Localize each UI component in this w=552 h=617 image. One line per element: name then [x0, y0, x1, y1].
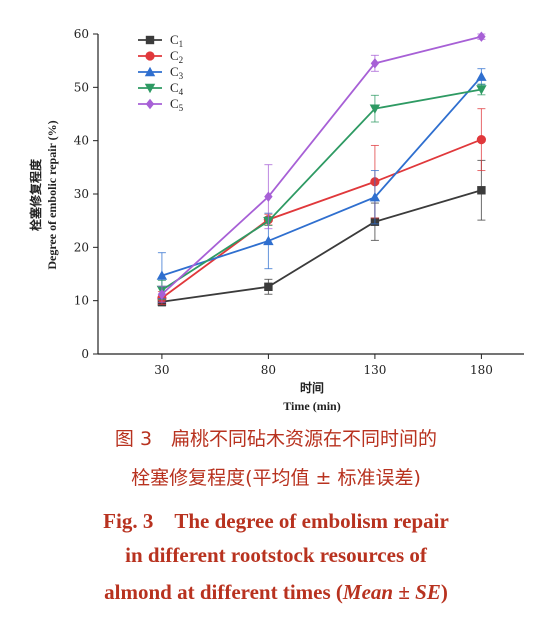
series-c1	[157, 159, 486, 307]
x-axis-label-cn: 时间	[300, 380, 324, 395]
x-tick-label: 180	[470, 363, 493, 377]
caption-line-5-post: )	[440, 580, 448, 604]
caption-line-1: 图 3 扁桃不同砧木资源在不同时间的	[114, 428, 438, 450]
x-tick-label: 30	[154, 363, 169, 377]
y-tick-label: 60	[74, 27, 89, 41]
series-line	[161, 189, 482, 303]
caption-se: SE	[415, 580, 441, 604]
caption-line-5-pre: almond at different times (	[104, 580, 343, 604]
caption-line-2: 栓塞修复程度(平均值 ± 标准误差)	[131, 467, 421, 489]
legend-marker	[144, 83, 156, 94]
y-tick-label: 40	[74, 134, 89, 148]
data-point	[477, 186, 486, 195]
legend-marker	[145, 51, 155, 61]
data-point	[157, 289, 167, 300]
y-tick-label: 0	[81, 347, 89, 361]
caption-pm: ±	[393, 580, 416, 604]
x-axis-label-en: Time (min)	[283, 399, 340, 413]
y-tick-label: 50	[74, 80, 89, 94]
caption-line-4: in different rootstock resources of	[125, 543, 427, 567]
caption-mean: Mean	[342, 580, 394, 604]
legend-marker	[145, 35, 155, 45]
legend-label: C2	[170, 48, 183, 65]
legend-label: C5	[170, 96, 184, 113]
data-point	[264, 191, 273, 202]
series-c2	[157, 108, 486, 305]
series-c4	[156, 83, 487, 301]
legend-marker	[144, 66, 156, 77]
legend-marker	[145, 98, 155, 110]
series-line	[161, 35, 482, 295]
data-point	[369, 104, 381, 114]
data-point	[477, 31, 486, 42]
y-axis-label-en: Degree of embolic repair (%)	[45, 120, 59, 269]
data-point	[156, 270, 168, 280]
data-point	[263, 235, 274, 246]
caption-line-5: almond at different times (Mean ± SE)	[0, 580, 552, 605]
data-point	[476, 85, 487, 95]
y-tick-label: 10	[74, 294, 89, 308]
series-c3	[156, 68, 487, 300]
y-tick-label: 20	[74, 240, 89, 254]
data-point	[370, 58, 380, 69]
y-axis-label-cn: 栓塞修复程度	[28, 158, 43, 231]
legend-label: C4	[170, 80, 184, 97]
legend-label: C3	[170, 64, 184, 81]
series-line	[161, 88, 482, 291]
series-line	[161, 76, 483, 277]
data-point	[476, 135, 486, 145]
data-point	[476, 71, 487, 81]
data-point	[369, 192, 381, 202]
data-point	[264, 282, 273, 291]
series-c5	[157, 31, 486, 303]
y-tick-label: 30	[74, 187, 89, 201]
caption-line-3: Fig. 3 The degree of embolism repair	[103, 509, 449, 533]
x-tick-label: 130	[363, 363, 386, 377]
x-tick-label: 80	[261, 363, 276, 377]
legend-label: C1	[170, 32, 183, 49]
